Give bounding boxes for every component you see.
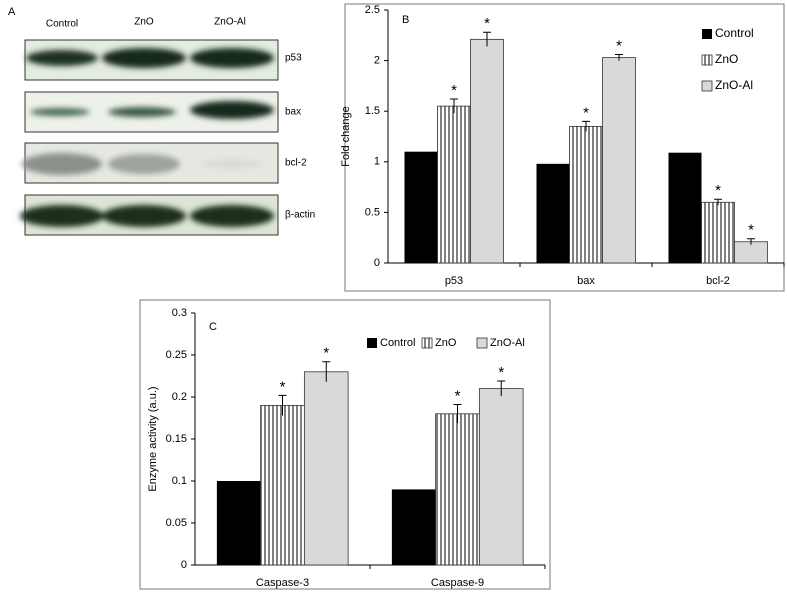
error-bar bbox=[483, 31, 491, 47]
bar bbox=[668, 152, 702, 263]
bar bbox=[216, 481, 261, 565]
chart-frame bbox=[344, 3, 785, 292]
legend-swatch bbox=[701, 80, 713, 92]
bar bbox=[404, 151, 438, 263]
row-label: bax bbox=[285, 107, 301, 118]
bands bbox=[26, 48, 274, 68]
chart: 0 0.5 1 1.5 2 2.5 B Fold change p53 * * bax * * bcl-2 *… bbox=[340, 3, 785, 292]
bar bbox=[478, 388, 524, 566]
error-bar bbox=[615, 54, 623, 61]
error-bar bbox=[453, 404, 462, 424]
chart: 0 0.05 0.1 0.15 0.2 0.25 0.3 C Enzyme activity (… bbox=[139, 299, 551, 590]
y-tick-label: 0.3 bbox=[172, 307, 187, 319]
y-axis-label: Fold change bbox=[340, 106, 352, 167]
chart-frame bbox=[139, 299, 551, 590]
bar bbox=[734, 241, 768, 264]
bar bbox=[569, 125, 603, 264]
y-tick-label: 0.25 bbox=[166, 349, 187, 361]
error-bar bbox=[278, 394, 287, 416]
blot-panel: A Control ZnO ZnO-Al bbox=[8, 6, 315, 236]
x-tick-label: bax bbox=[577, 275, 595, 287]
y-tick-label: 0.5 bbox=[365, 206, 380, 218]
significance-marker: * bbox=[455, 388, 461, 405]
panel-label: B bbox=[402, 14, 409, 26]
lane-label: ZnO bbox=[134, 17, 154, 28]
bar bbox=[435, 413, 480, 566]
y-tick-label: 0 bbox=[374, 257, 380, 269]
row-label: p53 bbox=[285, 53, 302, 64]
error-bar bbox=[582, 120, 590, 132]
bands bbox=[20, 205, 274, 227]
panel-label: C bbox=[209, 321, 217, 333]
error-bar bbox=[450, 98, 458, 114]
y-tick-label: 0.05 bbox=[166, 517, 187, 529]
legend-swatch bbox=[701, 54, 713, 66]
legend-swatch bbox=[367, 338, 377, 348]
legend-swatch bbox=[702, 29, 712, 39]
row-label: β-actin bbox=[285, 210, 315, 221]
legend-swatch bbox=[421, 337, 433, 349]
legend-label: ZnO bbox=[715, 52, 738, 66]
significance-marker: * bbox=[715, 182, 721, 199]
bar bbox=[437, 105, 471, 264]
significance-marker: * bbox=[323, 345, 329, 362]
bar bbox=[470, 38, 504, 264]
error-bar bbox=[322, 361, 331, 382]
legend-label: ZnO bbox=[435, 337, 457, 349]
panel-label: A bbox=[8, 6, 16, 18]
legend-label: ZnO-Al bbox=[715, 78, 753, 92]
significance-marker: * bbox=[484, 15, 490, 32]
bands bbox=[30, 101, 274, 119]
x-tick-label: Caspase-9 bbox=[431, 577, 484, 589]
y-axis-label: Enzyme activity (a.u.) bbox=[147, 386, 159, 491]
bar bbox=[260, 404, 305, 566]
legend-label: Control bbox=[715, 26, 754, 40]
y-tick-label: 2 bbox=[374, 55, 380, 67]
significance-marker: * bbox=[498, 364, 504, 381]
error-bar bbox=[714, 198, 722, 206]
x-tick-label: bcl-2 bbox=[706, 275, 730, 287]
y-tick-label: 0 bbox=[181, 559, 187, 571]
significance-marker: * bbox=[748, 222, 754, 239]
error-bar bbox=[497, 380, 506, 397]
significance-marker: * bbox=[280, 378, 286, 395]
bar bbox=[602, 57, 636, 264]
y-tick-label: 2.5 bbox=[365, 4, 380, 16]
legend-swatch bbox=[476, 337, 488, 349]
significance-marker: * bbox=[451, 82, 457, 99]
bar bbox=[536, 163, 570, 263]
y-tick-label: 0.1 bbox=[172, 475, 187, 487]
y-tick-label: 0.15 bbox=[166, 433, 187, 445]
y-tick-label: 0.2 bbox=[172, 391, 187, 403]
significance-marker: * bbox=[583, 104, 589, 121]
significance-marker: * bbox=[616, 37, 622, 54]
y-tick-label: 1 bbox=[374, 156, 380, 168]
error-bar bbox=[747, 238, 755, 245]
x-tick-label: p53 bbox=[445, 275, 463, 287]
bar bbox=[701, 201, 735, 264]
bar bbox=[303, 371, 349, 566]
row-label: bcl-2 bbox=[285, 158, 307, 169]
legend-label: ZnO-Al bbox=[490, 337, 525, 349]
lane-label: ZnO-Al bbox=[214, 17, 246, 28]
y-tick-label: 1.5 bbox=[365, 105, 380, 117]
x-tick-label: Caspase-3 bbox=[256, 577, 309, 589]
lane-label: Control bbox=[46, 19, 78, 30]
bands bbox=[22, 153, 262, 175]
bar bbox=[391, 489, 436, 565]
legend-label: Control bbox=[380, 337, 415, 349]
